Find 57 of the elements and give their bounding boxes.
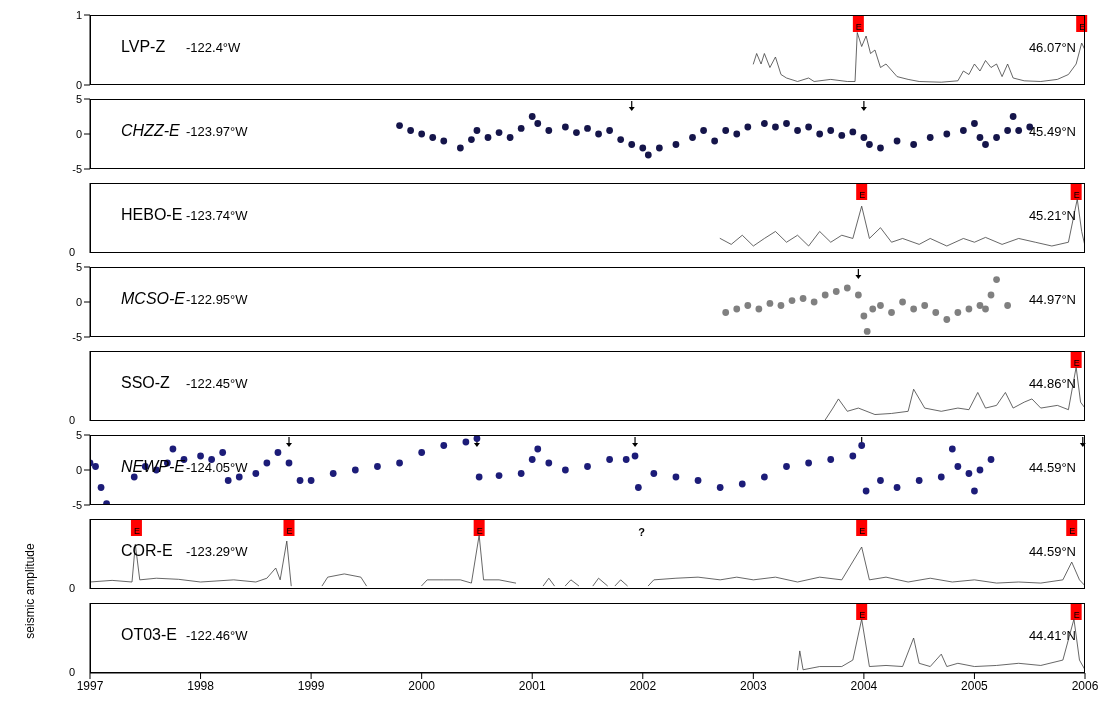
y-tick-label: 0 — [75, 295, 82, 308]
annotation: 44.97°N — [1028, 292, 1076, 307]
x-tick-label: 2006 — [1071, 678, 1099, 693]
text: MCSO-E — [121, 290, 185, 308]
y-tick-label: 0 — [75, 463, 82, 476]
text: LVP-Z — [121, 38, 166, 56]
x-tick-label: 2001 — [518, 678, 546, 693]
ref-line-label: E — [859, 526, 866, 536]
y-tick-label: -5 — [72, 330, 82, 343]
y-tick-label: 5 — [75, 92, 82, 105]
annotation: -123.97°W — [186, 124, 248, 139]
ref-line-label: E — [855, 22, 862, 32]
text: CHZZ-E — [121, 122, 180, 140]
chart-title: OT03-E — [121, 626, 178, 644]
annotation: 44.59°N — [1028, 460, 1076, 475]
ref-line-label: E — [859, 610, 866, 620]
annotation: -122.4°W — [186, 40, 241, 55]
ref-line-label: E — [1073, 610, 1080, 620]
x-tick-label: 1999 — [297, 678, 325, 693]
y-tick-label: -5 — [72, 162, 82, 175]
annotation: 44.41°N — [1028, 628, 1076, 643]
annotation: -122.95°W — [186, 292, 248, 307]
y-tick-label: 5 — [75, 428, 82, 441]
ref-line-label: E — [1069, 526, 1076, 536]
annotation: 44.59°N — [1028, 544, 1076, 559]
y-tick-label: 5 — [75, 260, 82, 273]
annotation: 44.86°N — [1028, 376, 1076, 391]
x-tick-label: 2002 — [629, 678, 657, 693]
annotation: 45.21°N — [1028, 208, 1076, 223]
ref-line-label: E — [286, 526, 293, 536]
x-tick-label: 1997 — [76, 678, 104, 693]
chart-title: COR-E — [121, 542, 173, 560]
ref-line-label: E — [476, 526, 483, 536]
chart-title: SSO-Z — [121, 374, 170, 392]
annotation: ? — [638, 526, 645, 538]
y-axis-title: seismic amplitude — [23, 543, 37, 639]
ref-line-label: E — [133, 526, 140, 536]
chart-title: HEBO-E — [121, 206, 183, 224]
x-tick-label: 2003 — [739, 678, 767, 693]
x-tick-label: 2000 — [408, 678, 436, 693]
annotation: 45.49°N — [1028, 124, 1076, 139]
annotation: -123.29°W — [186, 544, 248, 559]
y-tick-label: 1 — [75, 8, 82, 21]
x-tick-label: 2005 — [961, 678, 989, 693]
y-tick-label: 0 — [75, 127, 82, 140]
annotation: -123.74°W — [186, 208, 248, 223]
ref-line-label: E — [859, 190, 866, 200]
annotation: 46.07°N — [1028, 40, 1076, 55]
ref-line-label: E — [1073, 190, 1080, 200]
annotation: -122.46°W — [186, 628, 248, 643]
annotation: -124.05°W — [186, 460, 248, 475]
y-tick-label: -5 — [72, 498, 82, 511]
annotation: -122.45°W — [186, 376, 248, 391]
x-tick-label: 1998 — [187, 678, 215, 693]
ref-line-label: E — [1073, 358, 1080, 368]
y-tick-label: 0 — [75, 78, 82, 91]
x-tick-label: 2004 — [850, 678, 878, 693]
